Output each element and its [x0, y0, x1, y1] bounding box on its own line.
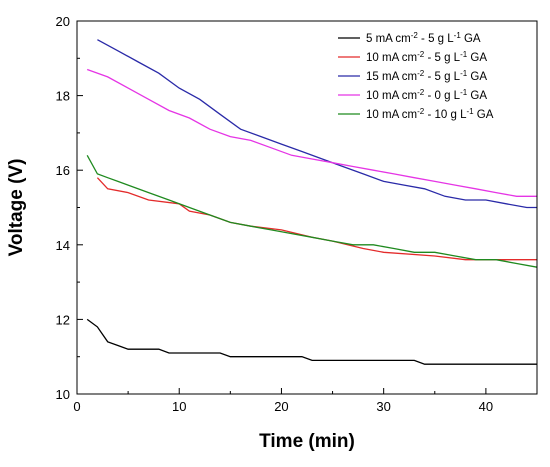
legend-text-part: GA: [461, 33, 481, 45]
y-tick-label: 10: [56, 387, 70, 402]
y-tick-label: 12: [56, 312, 70, 327]
series-line-4: [86, 68, 537, 197]
legend-text-part: - 0 g L: [424, 90, 460, 102]
legend-label-5: 10 mA cm-2 - 10 g L-1 GA: [366, 107, 494, 122]
legend-text-part: 15 mA cm: [366, 71, 417, 83]
x-tick-label: 40: [479, 399, 493, 414]
legend-text-part: - 10 g L: [424, 109, 467, 121]
legend-label-1: 5 mA cm-2 - 5 g L-1 GA: [366, 31, 481, 46]
legend-superscript: -2: [417, 50, 425, 59]
legend-text-part: - 5 g L: [424, 71, 460, 83]
legend-superscript: -1: [460, 88, 468, 97]
legend-text-part: - 5 g L: [424, 52, 460, 64]
legend-superscript: -2: [417, 88, 425, 97]
legend-label-3: 15 mA cm-2 - 5 g L-1 GA: [366, 69, 487, 84]
legend-text-part: GA: [467, 90, 487, 102]
x-tick-label: 20: [274, 399, 288, 414]
legend-text-part: GA: [467, 71, 487, 83]
y-tick-label: 20: [56, 14, 70, 29]
legend-superscript: -2: [417, 69, 425, 78]
legend-text-part: 5 mA cm: [366, 33, 411, 45]
x-tick-label: 0: [73, 399, 80, 414]
legend-superscript: -1: [466, 107, 474, 116]
legend-label-2: 10 mA cm-2 - 5 g L-1 GA: [366, 50, 487, 65]
series-line-2: [96, 177, 537, 261]
legend-text-part: 10 mA cm: [366, 90, 417, 102]
legend-label-4: 10 mA cm-2 - 0 g L-1 GA: [366, 88, 487, 103]
series-line-1: [86, 318, 537, 365]
legend-superscript: -1: [454, 31, 462, 40]
legend-text-part: GA: [467, 52, 487, 64]
legend-text-part: 10 mA cm: [366, 52, 417, 64]
y-tick-label: 14: [56, 238, 70, 253]
legend-superscript: -2: [411, 31, 419, 40]
series-line-5: [86, 154, 538, 268]
y-tick-label: 16: [56, 163, 70, 178]
y-axis-title: Voltage (V): [6, 159, 27, 257]
x-tick-label: 10: [172, 399, 186, 414]
legend-superscript: -1: [460, 69, 468, 78]
legend-superscript: -2: [417, 107, 425, 116]
x-tick-label: 30: [376, 399, 390, 414]
legend-text-part: 10 mA cm: [366, 109, 417, 121]
legend-text-part: GA: [474, 109, 494, 121]
y-tick-label: 18: [56, 89, 70, 104]
series-line-3: [97, 39, 537, 209]
legend-superscript: -1: [460, 50, 468, 59]
plot-area: [86, 39, 538, 365]
x-axis-title: Time (min): [259, 431, 355, 452]
legend-text-part: - 5 g L: [418, 33, 454, 45]
